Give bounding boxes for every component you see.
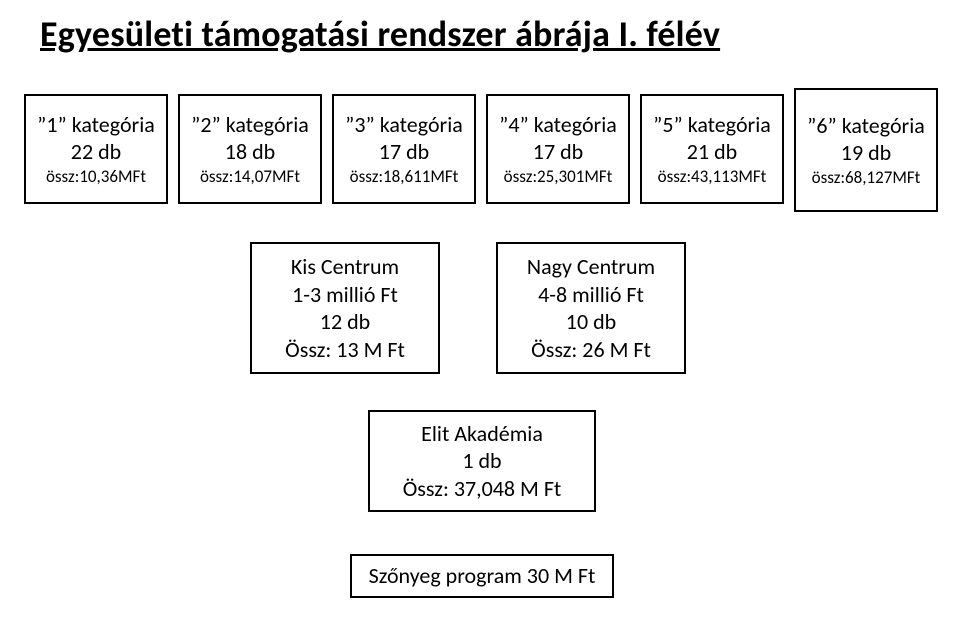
nagy-centrum-count: 10 db [566, 308, 616, 336]
category-1-total: össz:10,36MFt [46, 166, 146, 187]
category-4-label: ”4” kategória [499, 111, 617, 139]
kis-centrum-box: Kis Centrum 1-3 millió Ft 12 db Össz: 13… [250, 242, 440, 374]
category-5-label: ”5” kategória [653, 111, 771, 139]
elit-count: 1 db [462, 447, 501, 475]
elit-akademia-box: Elit Akadémia 1 db Össz: 37,048 M Ft [368, 410, 596, 512]
category-4-box: ”4” kategória 17 db össz:25,301MFt [486, 94, 630, 204]
category-6-label: ”6” kategória [807, 112, 925, 140]
elit-total: Össz: 37,048 M Ft [403, 475, 562, 503]
page-title: Egyesületi támogatási rendszer ábrája I.… [40, 12, 720, 56]
nagy-centrum-title: Nagy Centrum [527, 253, 655, 281]
category-1-count: 22 db [71, 138, 121, 166]
category-3-total: össz:18,611MFt [350, 166, 459, 187]
category-3-count: 17 db [379, 138, 429, 166]
elit-title: Elit Akadémia [421, 420, 543, 448]
category-3-box: ”3” kategória 17 db össz:18,611MFt [332, 94, 476, 204]
category-1-label: ”1” kategória [37, 111, 155, 139]
diagram-page: Egyesületi támogatási rendszer ábrája I.… [0, 0, 959, 620]
nagy-centrum-range: 4-8 millió Ft [538, 281, 644, 309]
nagy-centrum-total: Össz: 26 M Ft [531, 336, 651, 364]
category-2-total: össz:14,07MFt [200, 166, 300, 187]
category-6-box: ”6” kategória 19 db össz:68,127MFt [794, 88, 938, 212]
category-2-box: ”2” kategória 18 db össz:14,07MFt [178, 94, 322, 204]
category-5-box: ”5” kategória 21 db össz:43,113MFt [640, 94, 784, 204]
category-6-total: össz:68,127MFt [812, 167, 921, 188]
category-2-count: 18 db [225, 138, 275, 166]
szonyeg-program-box: Szőnyeg program 30 M Ft [350, 554, 614, 598]
category-4-total: össz:25,301MFt [504, 166, 613, 187]
kis-centrum-range: 1-3 millió Ft [292, 281, 398, 309]
category-5-total: össz:43,113MFt [658, 166, 767, 187]
kis-centrum-title: Kis Centrum [291, 253, 399, 281]
category-1-box: ”1” kategória 22 db össz:10,36MFt [24, 94, 168, 204]
category-4-count: 17 db [533, 138, 583, 166]
nagy-centrum-box: Nagy Centrum 4-8 millió Ft 10 db Össz: 2… [496, 242, 686, 374]
kis-centrum-count: 12 db [320, 308, 370, 336]
kis-centrum-total: Össz: 13 M Ft [285, 336, 405, 364]
category-2-label: ”2” kategória [191, 111, 309, 139]
category-5-count: 21 db [687, 138, 737, 166]
szonyeg-text: Szőnyeg program 30 M Ft [369, 562, 596, 590]
category-6-count: 19 db [841, 139, 891, 167]
category-3-label: ”3” kategória [345, 111, 463, 139]
